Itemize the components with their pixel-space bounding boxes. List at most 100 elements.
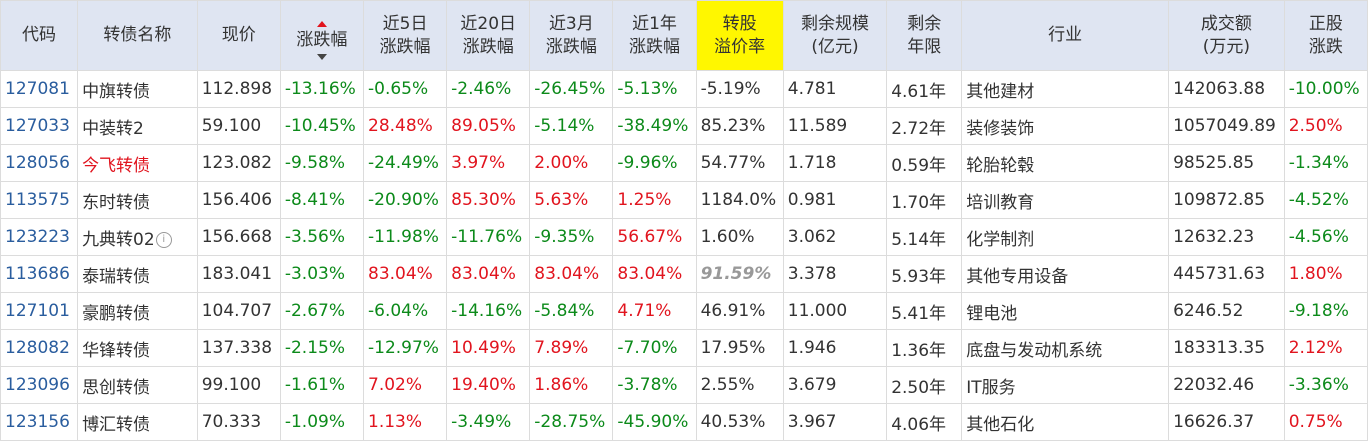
cell-d5: 7.02%: [362, 366, 448, 404]
cell-code[interactable]: 128056: [0, 144, 79, 182]
header-label: 代码: [22, 25, 57, 45]
info-icon[interactable]: i: [155, 231, 172, 248]
cell-code[interactable]: 127033: [0, 107, 79, 145]
cell-premium: 17.95%: [695, 329, 784, 367]
col-header-name[interactable]: 转债名称: [77, 0, 198, 71]
cell-code[interactable]: 127101: [0, 292, 79, 330]
cell-d20: 89.05%: [446, 107, 531, 145]
table-row[interactable]: 113575 东时转债 156.406 -8.41% -20.90% 85.30% 5.63…: [0, 181, 1368, 219]
table-row[interactable]: 123096 思创转债 99.100 -1.61% 7.02% 19.40% 1.86% -3…: [0, 366, 1368, 404]
col-header-years[interactable]: 剩余 年限: [886, 0, 963, 71]
col-header-code[interactable]: 代码: [0, 0, 79, 71]
cell-name[interactable]: 中装转2: [77, 107, 198, 145]
cell-code[interactable]: 113686: [0, 255, 79, 293]
cell-name[interactable]: 中旗转债: [77, 70, 198, 108]
sort-ascending-icon: [316, 21, 327, 27]
cell-scale: 4.781: [782, 70, 888, 108]
bond-name[interactable]: 豪鹏转债: [82, 303, 151, 324]
cell-years: 5.93年: [886, 255, 963, 293]
bond-name[interactable]: 泰瑞转债: [82, 266, 151, 287]
cell-price: 99.100: [196, 366, 281, 404]
cell-name[interactable]: 思创转债: [77, 366, 198, 404]
col-header-3m[interactable]: 近3月 涨跌幅: [529, 0, 614, 71]
table-row[interactable]: 123223 九典转02 i 156.668 -3.56% -11.98% -11.76% -…: [0, 218, 1368, 256]
cell-scale: 1.718: [782, 144, 888, 182]
col-header-scale[interactable]: 剩余规模 (亿元): [782, 0, 888, 71]
sort-indicator[interactable]: 涨跌幅: [296, 21, 347, 60]
cell-chg: -13.16%: [279, 70, 365, 108]
cell-years: 1.36年: [886, 329, 963, 367]
cell-d5: -12.97%: [362, 329, 448, 367]
table-row[interactable]: 128082 华锋转债 137.338 -2.15% -12.97% 10.49% 7.89…: [0, 329, 1368, 367]
bond-name[interactable]: 华锋转债: [82, 340, 151, 361]
cell-code[interactable]: 123096: [0, 366, 79, 404]
cell-scale: 11.000: [782, 292, 888, 330]
bond-name[interactable]: 今飞转债: [82, 155, 151, 176]
table-row[interactable]: 123156 博汇转债 70.333 -1.09% 1.13% -3.49% -28.75%…: [0, 403, 1368, 441]
col-header-price[interactable]: 现价: [196, 0, 281, 71]
cell-chg: -9.58%: [279, 144, 365, 182]
cell-premium: 91.59%: [695, 255, 784, 293]
cell-name[interactable]: 豪鹏转债: [77, 292, 198, 330]
cell-years: 0.59年: [886, 144, 963, 182]
table-row[interactable]: 128056 今飞转债 123.082 -9.58% -24.49% 3.97% 2.00%…: [0, 144, 1368, 182]
cell-m3: 5.63%: [529, 181, 614, 219]
table-row[interactable]: 113686 泰瑞转债 183.041 -3.03% 83.04% 83.04% 83.04…: [0, 255, 1368, 293]
cell-turnover: 16626.37: [1168, 403, 1285, 441]
cell-name[interactable]: 今飞转债: [77, 144, 198, 182]
col-header-20d[interactable]: 近20日 涨跌幅: [446, 0, 531, 71]
cell-turnover: 12632.23: [1168, 218, 1285, 256]
col-header-5d[interactable]: 近5日 涨跌幅: [362, 0, 448, 71]
col-header-change[interactable]: 涨跌幅: [279, 0, 365, 71]
bond-name[interactable]: 中装转2: [82, 118, 144, 139]
cell-d5: 28.48%: [362, 107, 448, 145]
sort-descending-icon: [316, 54, 327, 60]
col-header-industry[interactable]: 行业: [961, 0, 1170, 71]
cell-code[interactable]: 128082: [0, 329, 79, 367]
table-row[interactable]: 127033 中装转2 59.100 -10.45% 28.48% 89.05% -5.14…: [0, 107, 1368, 145]
cell-code[interactable]: 113575: [0, 181, 79, 219]
bond-name[interactable]: 中旗转债: [82, 81, 151, 102]
cell-scale: 11.589: [782, 107, 888, 145]
cell-d20: 19.40%: [446, 366, 531, 404]
cell-name[interactable]: 泰瑞转债: [77, 255, 198, 293]
cell-code[interactable]: 127081: [0, 70, 79, 108]
header-label: 涨跌幅: [462, 36, 514, 57]
cell-d20: -14.16%: [446, 292, 531, 330]
header-label: 近20日: [460, 13, 517, 34]
header-label: 现价: [221, 25, 256, 45]
cell-premium: 1.60%: [695, 218, 784, 256]
bond-name[interactable]: 博汇转债: [82, 414, 151, 435]
cell-turnover: 183313.35: [1168, 329, 1285, 367]
cell-name[interactable]: 华锋转债: [77, 329, 198, 367]
header-label: 行业: [1048, 25, 1083, 45]
cell-d20: -11.76%: [446, 218, 531, 256]
header-label: 涨跌幅: [296, 30, 348, 50]
bond-name[interactable]: 东时转债: [82, 192, 151, 213]
cell-y1: 1.25%: [612, 181, 697, 219]
col-header-1y[interactable]: 近1年 涨跌幅: [612, 0, 697, 71]
table-row[interactable]: 127081 中旗转债 112.898 -13.16% -0.65% -2.46% -26.…: [0, 70, 1368, 108]
cell-premium: 40.53%: [695, 403, 784, 441]
cell-code[interactable]: 123156: [0, 403, 79, 441]
cell-stock: -1.34%: [1283, 144, 1368, 182]
header-label: (万元): [1202, 36, 1251, 57]
cell-name[interactable]: 东时转债: [77, 181, 198, 219]
cell-price: 112.898: [196, 70, 281, 108]
col-header-stock-change[interactable]: 正股 涨跌: [1283, 0, 1368, 71]
cell-price: 156.406: [196, 181, 281, 219]
cell-years: 4.06年: [886, 403, 963, 441]
cell-turnover: 445731.63: [1168, 255, 1285, 293]
bond-name[interactable]: 九典转02: [82, 229, 155, 250]
col-header-premium[interactable]: 转股 溢价率: [695, 0, 784, 71]
table-row[interactable]: 127101 豪鹏转债 104.707 -2.67% -6.04% -14.16% -5.8…: [0, 292, 1368, 330]
col-header-turnover[interactable]: 成交额 (万元): [1168, 0, 1285, 71]
cell-chg: -2.15%: [279, 329, 365, 367]
cell-code[interactable]: 123223: [0, 218, 79, 256]
bond-name[interactable]: 思创转债: [82, 377, 151, 398]
cell-y1: -9.96%: [612, 144, 697, 182]
cell-premium: 85.23%: [695, 107, 784, 145]
cell-name[interactable]: 九典转02 i: [77, 218, 198, 256]
cell-name[interactable]: 博汇转债: [77, 403, 198, 441]
